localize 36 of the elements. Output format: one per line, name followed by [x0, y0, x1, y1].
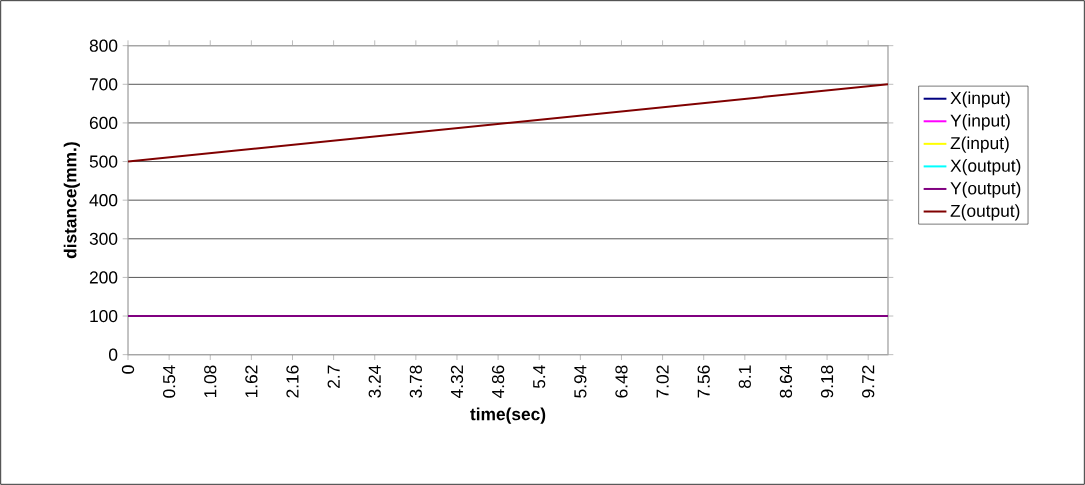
y-axis-title: distance(mm.) [63, 142, 80, 259]
legend-label: Z(output) [950, 204, 1020, 221]
x-tick-label: 8.64 [779, 365, 793, 398]
x-tick-label: 6.48 [615, 365, 628, 398]
x-tick-label: 8.1 [738, 365, 751, 389]
x-tick-label: 7.02 [656, 365, 669, 398]
legend-label: Z(input) [950, 136, 1009, 153]
y-tick-label: 0 [109, 348, 118, 361]
x-tick-label: 0 [121, 365, 135, 374]
y-tick-label: 300 [89, 232, 118, 245]
legend-label: Y(input) [950, 114, 1010, 131]
y-tick-label: 100 [90, 309, 118, 323]
x-tick-label: 4.86 [491, 365, 505, 399]
x-tick-label: 3.24 [368, 365, 381, 398]
legend-label: X(input) [950, 91, 1010, 108]
y-tick-label: 700 [89, 78, 118, 91]
legend-label: Y(output) [950, 181, 1021, 198]
y-tick-label: 500 [89, 155, 118, 168]
y-tick-label: 600 [89, 116, 118, 130]
x-tick-label: 4.32 [450, 365, 464, 399]
x-tick-label: 7.56 [697, 365, 710, 398]
legend-label: X(output) [950, 159, 1021, 176]
y-tick-label: 200 [89, 271, 118, 284]
y-tick-label: 400 [89, 194, 118, 207]
x-tick-label: 3.78 [409, 365, 422, 398]
x-tick-label: 1.62 [245, 365, 258, 398]
x-tick-label: 1.08 [204, 365, 217, 398]
x-tick-label: 2.7 [327, 365, 340, 388]
y-tick-label: 800 [89, 39, 118, 52]
x-tick-label: 2.16 [286, 365, 299, 398]
x-tick-label: 0.54 [162, 365, 176, 398]
x-tick-label: 9.18 [820, 365, 834, 398]
x-axis-title: time(sec) [470, 407, 546, 424]
x-tick-label: 5.94 [574, 365, 587, 398]
x-tick-label: 5.4 [533, 365, 546, 389]
x-tick-label: 9.72 [862, 365, 875, 398]
